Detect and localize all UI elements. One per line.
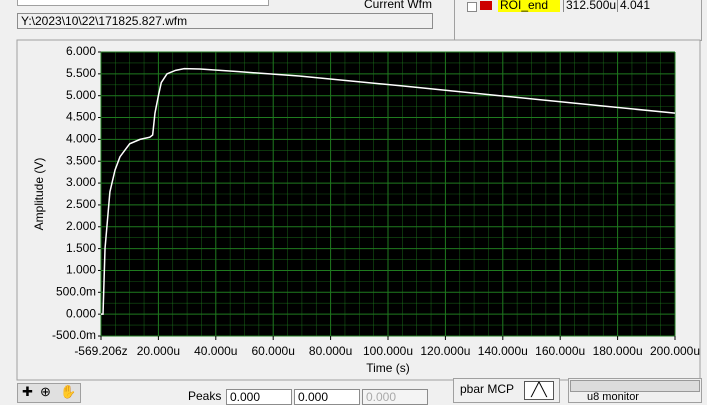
waveform-line [101, 67, 676, 315]
pbar-panel: pbar MCP ╱╲ [453, 378, 560, 403]
scrollbar[interactable] [570, 380, 700, 392]
y-tick-label: 5.500 [66, 66, 96, 80]
y-tick-label: 500.0m [56, 284, 96, 298]
monitor-panel: u8 monitor [568, 378, 702, 403]
monitor-label: u8 monitor [587, 391, 639, 403]
x-tick-label: 180.000u [593, 344, 643, 358]
y-tick-label: 2.500 [66, 197, 96, 211]
pbar-button[interactable]: ╱╲ [524, 381, 554, 400]
x-tick-label: 40.000u [194, 344, 237, 358]
current-wfm-label: Current Wfm [364, 0, 433, 11]
y-tick-label: 5.000 [66, 88, 96, 102]
x-tick-label: 60.000u [252, 344, 295, 358]
top-box [17, 0, 269, 6]
y-tick-label: 4.500 [66, 110, 96, 124]
x-axis-label: Time (s) [366, 361, 410, 375]
x-tick-label: 160.000u [535, 344, 585, 358]
x-tick-label: 20.000u [137, 344, 180, 358]
x-tick-label: 200.000u [650, 344, 700, 358]
y-tick-label: 3.500 [66, 153, 96, 167]
graph-tools[interactable]: ✚ ⊕ ✋ [17, 383, 81, 403]
peak-field[interactable]: 0.000 [226, 389, 292, 405]
x-tick-label: 100.000u [363, 344, 413, 358]
y-tick-label: 1.000 [66, 263, 96, 277]
y-tick-label: 1.500 [66, 241, 96, 255]
x-tick-label: 140.000u [478, 344, 528, 358]
file-path[interactable]: Y:\2023\10\22\171825.827.wfm [17, 13, 433, 29]
y-tick-label: -500.0m [52, 328, 96, 342]
peak-field[interactable]: 0.000 [362, 389, 428, 405]
x-tick-label: -569.206z [74, 344, 127, 358]
peak-field[interactable]: 0.000 [294, 389, 360, 405]
expand-icon[interactable] [467, 2, 477, 12]
x-tick-label: 120.000u [420, 344, 470, 358]
y-tick-label: 0.000 [66, 306, 96, 320]
peaks-label: Peaks [188, 389, 222, 403]
pbar-label: pbar MCP [460, 382, 515, 396]
roi-name[interactable]: ROI_end [498, 0, 560, 12]
y-tick-label: 2.000 [66, 219, 96, 233]
roi-time: 312.500u [563, 0, 616, 12]
x-tick-label: 80.000u [309, 344, 352, 358]
y-tick-label: 4.000 [66, 132, 96, 146]
y-tick-label: 3.000 [66, 175, 96, 189]
y-tick-label: 6.000 [66, 44, 96, 58]
cursor-icon [480, 1, 492, 10]
roi-value: 4.041 [617, 0, 650, 12]
y-axis-label: Amplitude (V) [32, 158, 46, 231]
